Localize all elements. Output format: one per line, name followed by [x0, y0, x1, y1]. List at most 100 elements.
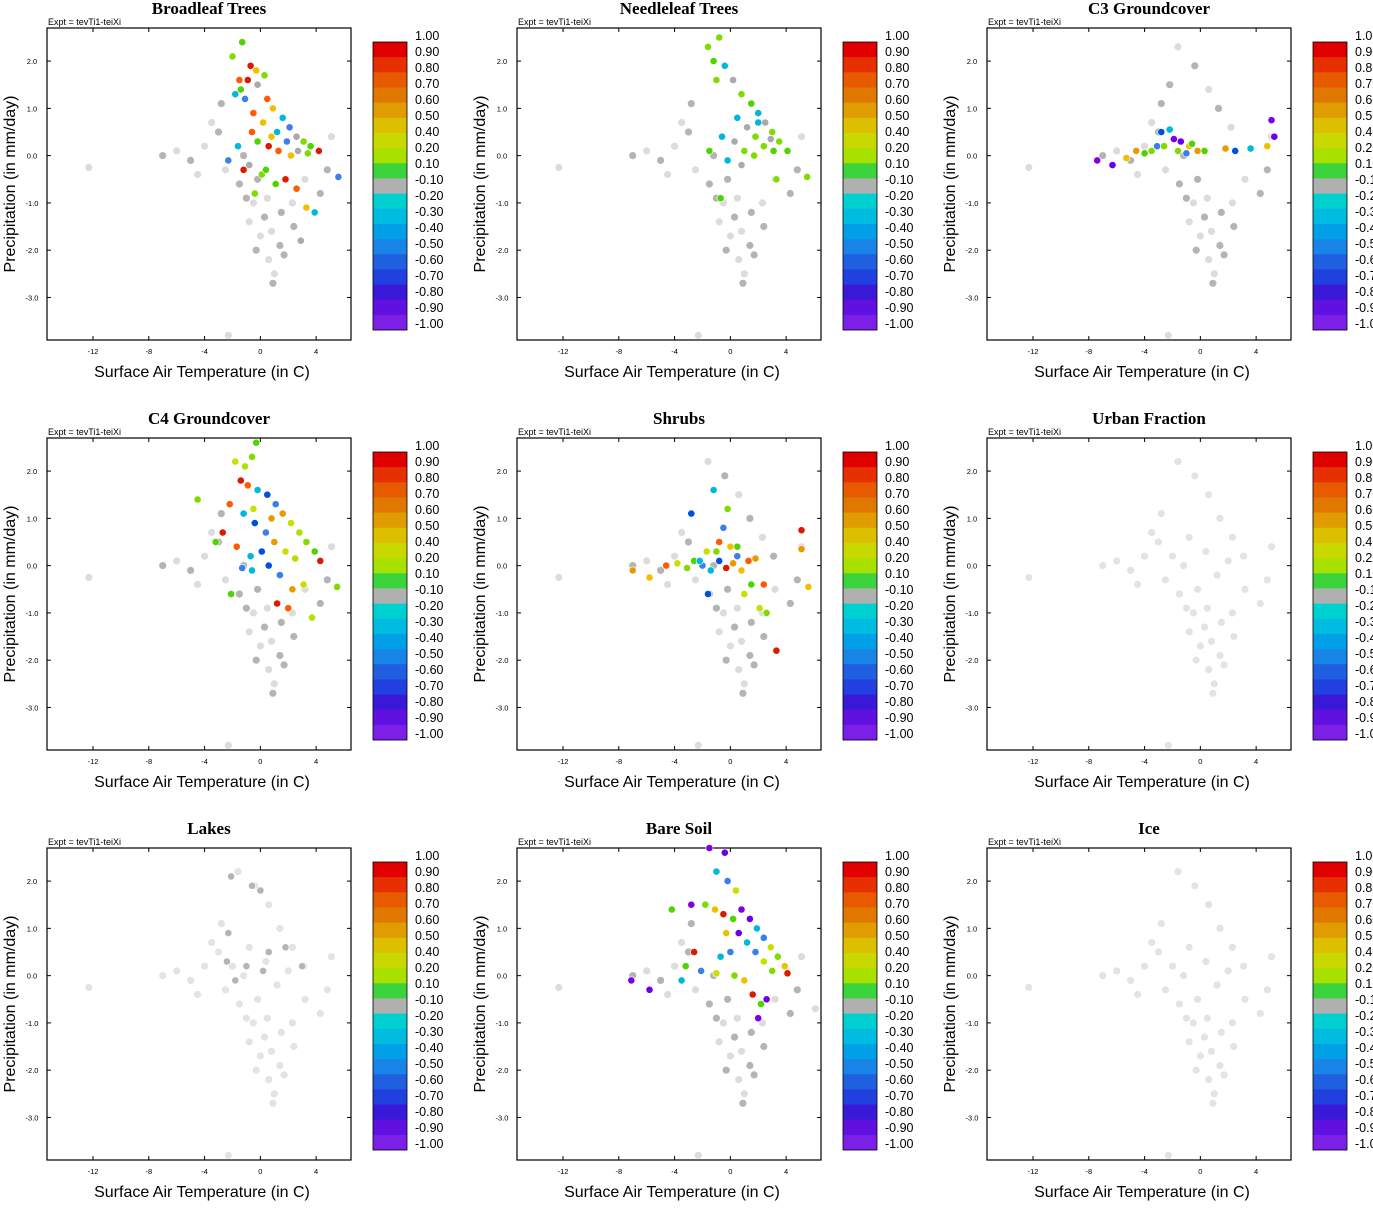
series-highlight	[1093, 116, 1279, 169]
x-axis-label: Surface Air Temperature (in C)	[94, 364, 310, 381]
colorbar-label: -1.00	[415, 317, 444, 331]
x-tick-label: -8	[615, 347, 622, 356]
colorbar-swatch	[1313, 573, 1347, 589]
x-tick-label: -4	[671, 347, 678, 356]
colorbar-swatch	[843, 223, 877, 240]
data-point	[238, 38, 247, 47]
colorbar-label: 0.40	[885, 125, 909, 139]
colorbar-label: 0.40	[415, 125, 439, 139]
data-point	[273, 128, 281, 136]
colorbar-swatch	[843, 542, 877, 559]
colorbar-label: -0.10	[885, 993, 914, 1007]
data-point	[1185, 1038, 1193, 1046]
data-point	[173, 557, 181, 565]
colorbar-label: 0.50	[885, 929, 909, 943]
data-point	[739, 1099, 747, 1107]
data-point	[757, 1000, 765, 1008]
colorbar-swatch	[1313, 588, 1347, 604]
data-point	[1203, 194, 1211, 202]
colorbar-label: 0.70	[415, 897, 439, 911]
data-point	[678, 938, 686, 947]
data-point	[733, 113, 742, 122]
data-point	[730, 137, 739, 146]
series-background	[555, 920, 819, 1159]
y-axis-label: Precipitation (in mm/day)	[472, 506, 489, 683]
data-point	[287, 519, 295, 527]
x-tick-label: -8	[615, 757, 622, 766]
colorbar-label: -0.10	[415, 173, 444, 187]
plot-frame	[46, 27, 352, 341]
data-point	[1228, 1019, 1236, 1027]
data-point	[243, 76, 252, 84]
data-point	[1164, 1151, 1172, 1159]
data-point	[228, 52, 237, 61]
data-point	[1209, 279, 1217, 287]
data-point	[271, 500, 280, 509]
colorbar-label: 0.40	[885, 535, 909, 549]
data-point	[735, 256, 743, 264]
colorbar-label: -0.80	[885, 695, 914, 709]
data-point	[1185, 533, 1193, 541]
y-tick-label: 2.0	[967, 467, 977, 476]
colorbar-swatch	[1313, 664, 1347, 680]
colorbar-label: -0.90	[1355, 1121, 1373, 1135]
y-tick-label: 0.0	[497, 152, 507, 161]
data-point	[1194, 995, 1202, 1003]
colorbar-label: -0.20	[885, 189, 914, 203]
colorbar-swatch	[1313, 284, 1347, 300]
data-point	[1246, 144, 1255, 153]
colorbar-label: -0.30	[415, 615, 444, 629]
data-point	[729, 915, 737, 923]
colorbar-label: 0.90	[415, 455, 439, 469]
colorbar-swatch	[1313, 163, 1347, 179]
data-point	[1231, 146, 1240, 155]
colorbar-label: -0.70	[415, 1089, 444, 1103]
data-point	[645, 985, 654, 994]
data-point	[1182, 194, 1190, 202]
colorbar-swatch	[373, 998, 407, 1014]
data-point	[786, 599, 794, 608]
data-point	[263, 490, 272, 499]
colorbar-swatch	[373, 208, 407, 225]
x-tick-label: -8	[615, 1167, 622, 1176]
colorbar-label: -0.80	[415, 695, 444, 709]
chart-panel: Lakes Expt = tevTi1-teiXi -12 -8 -4 0 4 2.0 1.0 0…	[0, 819, 470, 1220]
colorbar-label: 0.20	[1355, 961, 1373, 975]
colorbar-swatch	[373, 178, 407, 194]
plot-frame	[986, 27, 1292, 341]
colorbar-label: 0.90	[885, 455, 909, 469]
data-point	[208, 118, 216, 127]
data-point	[735, 491, 743, 499]
colorbar-label: -0.60	[415, 1073, 444, 1087]
colorbar-label: 0.70	[885, 487, 909, 501]
data-point	[1256, 189, 1264, 198]
colorbar-frame	[372, 451, 408, 741]
plot-frame	[516, 27, 822, 341]
colorbar-label: 0.10	[885, 977, 909, 991]
data-point	[716, 194, 725, 203]
x-tick-label: -12	[558, 757, 569, 766]
data-point	[225, 500, 234, 509]
colorbar-swatch	[1313, 254, 1347, 270]
data-point	[267, 132, 276, 141]
colorbar-swatch	[843, 452, 877, 468]
colorbar-label: 0.10	[1355, 157, 1373, 171]
colorbar-label: -0.90	[885, 1121, 914, 1135]
x-tick-label: 0	[1198, 1167, 1202, 1176]
data-point	[267, 637, 276, 645]
data-point	[1220, 251, 1228, 259]
data-point	[242, 1014, 250, 1022]
data-point	[235, 590, 243, 598]
colorbar-swatch	[843, 254, 877, 270]
data-point	[306, 142, 315, 151]
data-point	[1210, 1090, 1218, 1098]
colorbar-swatch	[373, 907, 407, 923]
colorbar-swatch	[1313, 1028, 1347, 1045]
colorbar-swatch	[1313, 1074, 1347, 1090]
data-point	[1153, 142, 1161, 151]
chart-panel: C4 Groundcover Expt = tevTi1-teiXi -12 -8 -4…	[0, 409, 470, 810]
data-point	[726, 232, 734, 240]
data-point	[267, 227, 276, 235]
chart-title: Bare Soil	[646, 819, 713, 838]
data-point	[248, 881, 256, 890]
